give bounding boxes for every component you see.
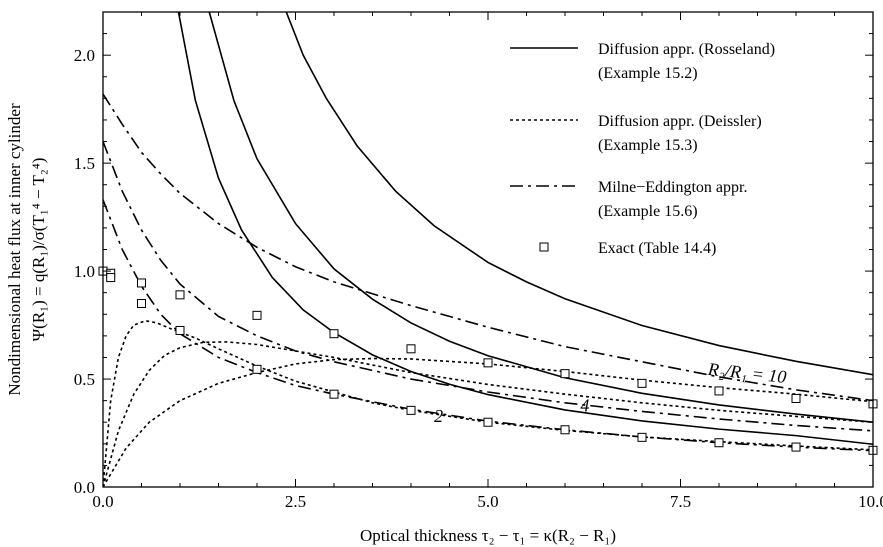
exact-point-2 [106, 273, 116, 283]
exact-point-16 [560, 425, 570, 435]
exact-point-19 [714, 386, 724, 396]
legend-label-1: Diffusion appr. (Deissler) [598, 113, 762, 130]
y-tick-label-4: 2.0 [74, 46, 95, 65]
legend-marker-3 [539, 242, 549, 252]
series-dotted-ratio-2 [103, 319, 873, 487]
y-axis-label-line1: Nondimensional heat flux at inner cylind… [5, 103, 24, 396]
series-dashdot-ratio-4 [103, 141, 873, 432]
legend-sublabel-1: (Example 15.3) [598, 137, 698, 154]
series-dotted-ratio-10 [103, 357, 873, 487]
exact-point-14 [483, 417, 493, 427]
exact-point-11 [406, 344, 416, 354]
x-tick-label-4: 10.0 [858, 492, 883, 511]
y-axis-label-line2: Ψ(R₁) = q(R₁)/σ(T₁⁴ − T₂⁴) [29, 158, 48, 342]
y-tick-label-2: 1.0 [74, 262, 95, 281]
exact-point-17 [637, 378, 647, 388]
exact-point-13 [483, 358, 493, 368]
legend-label-2: Milne−Eddington appr. [598, 179, 747, 196]
exact-point-15 [560, 369, 570, 379]
x-tick-label-1: 2.5 [285, 492, 306, 511]
legend-label-0: Diffusion appr. (Rosseland) [598, 41, 775, 58]
exact-point-22 [791, 442, 801, 452]
curves-layer [103, 12, 873, 487]
exact-markers-layer [98, 266, 878, 455]
exact-point-10 [329, 389, 339, 399]
axis-ticks: 0.0 2.5 5.0 7.5 10.0 0.0 0.5 1.0 1.5 2.0 [74, 11, 883, 511]
plot-frame [102, 11, 874, 488]
exact-point-9 [329, 329, 339, 339]
exact-point-7 [252, 310, 262, 320]
exact-point-20 [714, 438, 724, 448]
series-dotted-ratio-4 [103, 341, 873, 487]
exact-point-12 [406, 405, 416, 415]
legend-sublabel-0: (Example 15.2) [598, 65, 698, 82]
x-tick-label-0: 0.0 [92, 492, 113, 511]
exact-point-6 [175, 325, 185, 335]
series-solid-ratio-4 [208, 12, 873, 424]
legend: Diffusion appr. (Rosseland) (Example 15.2… [510, 41, 775, 257]
curve-annotation-1: 4 [580, 395, 589, 415]
x-axis-label: Optical thickness τ₂ − τ₁ = κ(R₂ − R₁) [360, 526, 616, 545]
curve-annotation-0: R₂/R₁ = 10 [706, 359, 787, 387]
exact-point-5 [175, 290, 185, 300]
series-solid-ratio-2 [177, 12, 873, 446]
series-dashdot-ratio-10 [103, 93, 873, 402]
y-tick-label-1: 0.5 [74, 370, 95, 389]
exact-point-21 [791, 393, 801, 403]
y-tick-label-3: 1.5 [74, 154, 95, 173]
exact-point-4 [137, 298, 146, 308]
curve-annotation-2: 2 [434, 406, 443, 426]
exact-point-3 [137, 278, 146, 288]
series-dashdot-ratio-2 [103, 199, 873, 452]
x-tick-label-3: 7.5 [670, 492, 691, 511]
series-solid-ratio-10 [285, 12, 873, 376]
legend-sublabel-2: (Example 15.6) [598, 203, 698, 220]
legend-label-3: Exact (Table 14.4) [598, 240, 716, 257]
exact-point-8 [252, 364, 262, 374]
y-tick-label-0: 0.0 [74, 478, 95, 497]
exact-point-18 [637, 432, 647, 442]
x-tick-label-2: 5.0 [477, 492, 498, 511]
